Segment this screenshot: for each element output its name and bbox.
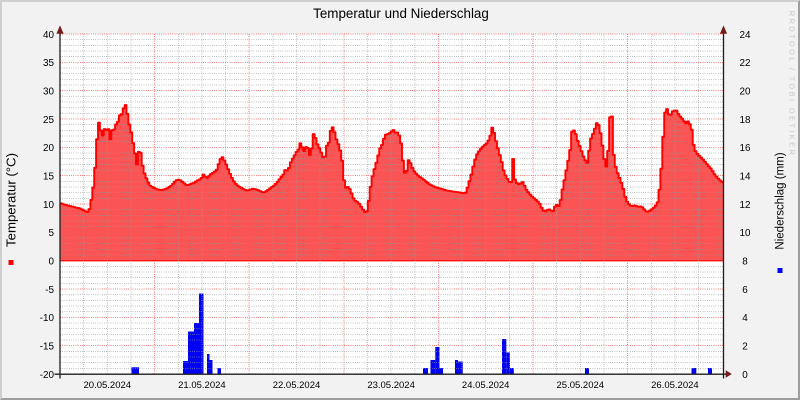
- svg-text:20.05.2024: 20.05.2024: [84, 380, 132, 391]
- svg-text:24: 24: [740, 30, 751, 41]
- svg-text:5: 5: [49, 228, 55, 239]
- svg-text:26.05.2024: 26.05.2024: [651, 380, 699, 391]
- svg-text:22: 22: [740, 58, 751, 69]
- svg-text:21.05.2024: 21.05.2024: [178, 380, 226, 391]
- svg-text:24.05.2024: 24.05.2024: [462, 380, 510, 391]
- svg-text:12: 12: [740, 200, 751, 211]
- svg-text:8: 8: [742, 257, 748, 268]
- svg-text:22.05.2024: 22.05.2024: [273, 380, 321, 391]
- svg-text:40: 40: [43, 30, 54, 41]
- svg-text:0: 0: [742, 370, 748, 381]
- svg-text:16: 16: [740, 143, 751, 154]
- svg-text:Niederschlag (mm): Niederschlag (mm): [775, 152, 787, 249]
- svg-text:-15: -15: [40, 342, 55, 353]
- svg-text:0: 0: [49, 257, 55, 268]
- svg-text:20: 20: [43, 143, 54, 154]
- svg-text:10: 10: [740, 228, 751, 239]
- svg-text:20: 20: [740, 87, 751, 98]
- svg-text:RRDTOOL / TOBI OETIKER: RRDTOOL / TOBI OETIKER: [788, 11, 797, 157]
- svg-text:4: 4: [742, 313, 748, 324]
- svg-text:25: 25: [43, 115, 54, 126]
- svg-text:2: 2: [742, 342, 748, 353]
- svg-text:23.05.2024: 23.05.2024: [367, 380, 415, 391]
- svg-text:18: 18: [740, 115, 751, 126]
- svg-text:6: 6: [742, 285, 748, 296]
- svg-text:-5: -5: [45, 285, 54, 296]
- svg-text:15: 15: [43, 172, 54, 183]
- svg-text:25.05.2024: 25.05.2024: [557, 380, 605, 391]
- svg-text:-10: -10: [40, 313, 55, 324]
- svg-text:35: 35: [43, 58, 54, 69]
- svg-text:Temperatur und Niederschlag: Temperatur und Niederschlag: [313, 6, 489, 21]
- svg-text:-20: -20: [40, 370, 55, 381]
- svg-text:10: 10: [43, 200, 54, 211]
- svg-text:14: 14: [740, 172, 751, 183]
- svg-text:30: 30: [43, 87, 54, 98]
- svg-text:Temperatur (°C): Temperatur (°C): [4, 153, 19, 247]
